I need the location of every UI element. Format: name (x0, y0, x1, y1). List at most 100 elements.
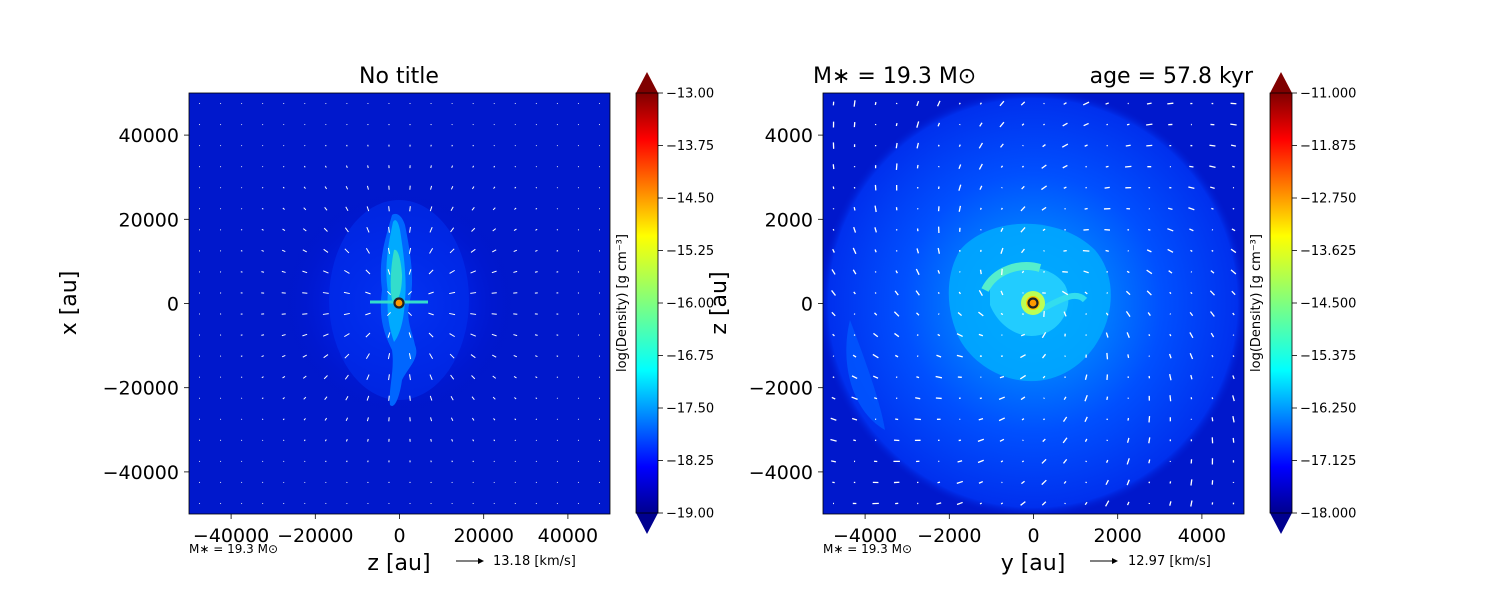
colorbar-left: −19.00 −18.25 −17.50 −16.75 −16.00 −15.25 −14.… (615, 72, 714, 534)
velocity-vectors-left (198, 102, 601, 505)
velocity-arrow (513, 354, 518, 358)
velocity-arrow (1105, 479, 1109, 486)
velocity-arrow (1190, 291, 1193, 295)
velocity-arrow (261, 249, 264, 252)
velocity-arrow (429, 353, 434, 359)
velocity-arrow (852, 354, 857, 358)
velocity-arrow (935, 375, 943, 379)
velocity-arrow (830, 417, 837, 421)
velocity-arrow (1021, 480, 1025, 485)
velocity-arrow (1061, 290, 1069, 296)
velocity-arrow (491, 333, 497, 337)
velocity-arrow (1084, 374, 1088, 380)
velocity-arrow (1082, 101, 1090, 106)
density-map-right (823, 93, 1244, 514)
velocity-arrow (958, 164, 962, 170)
velocity-arrow (491, 313, 497, 315)
velocity-arrow (894, 290, 899, 296)
velocity-arrow (979, 102, 982, 105)
colorbar-right-tick-label: −18.000 (1300, 507, 1356, 522)
velocity-arrow (198, 481, 201, 484)
velocity-arrow (219, 481, 222, 484)
velocity-arrow (1063, 480, 1067, 484)
velocity-arrow (302, 313, 308, 315)
velocity-arrow (1043, 271, 1045, 273)
velocity-arrow (977, 438, 985, 442)
velocity-arrow (409, 374, 411, 381)
velocity-arrow (470, 270, 476, 274)
velocity-arrow (916, 334, 919, 336)
velocity-arrow (428, 332, 434, 338)
velocity-arrow (999, 100, 1005, 107)
velocity-arrow (430, 185, 433, 190)
velocity-arrow (325, 460, 327, 463)
velocity-arrow (345, 185, 349, 190)
colorbar-left-tick-label: −14.50 (666, 192, 714, 207)
velocity-arrow (1147, 312, 1151, 316)
velocity-arrow (1106, 271, 1109, 273)
velocity-arrow (1232, 334, 1235, 336)
velocity-arrow (535, 144, 537, 147)
velocity-arrow (1230, 144, 1237, 147)
velocity-arrow (344, 269, 350, 274)
velocity-arrow (428, 269, 434, 275)
velocity-arrow (1062, 437, 1068, 444)
velocity-arrow (366, 395, 370, 401)
colorbar-right-label: log(Density) [g cm⁻³] (1249, 234, 1264, 372)
velocity-arrow (1169, 291, 1172, 295)
velocity-arrow (915, 397, 921, 400)
velocity-arrow (1021, 123, 1025, 126)
velocity-arrow (1085, 460, 1087, 463)
velocity-arrow (893, 311, 900, 317)
velocity-arrow (492, 396, 496, 400)
velocity-arrow (303, 418, 306, 421)
colorbar-right-extend-bottom (1270, 513, 1292, 534)
velocity-arrow (853, 291, 856, 295)
velocity-arrow (365, 353, 370, 359)
velocity-arrow (958, 291, 961, 295)
velocity-arrow (387, 332, 391, 338)
velocity-arrow (303, 165, 306, 168)
velocity-arrow (219, 144, 222, 147)
velocity-arrow (1169, 313, 1172, 315)
velocity-arrow (408, 247, 412, 254)
velocity-arrow (1126, 458, 1130, 465)
velocity-arrow (302, 354, 307, 358)
velocity-arrow (343, 312, 350, 316)
velocity-arrow (261, 376, 264, 379)
velocity-arrow (874, 271, 877, 273)
velocity-arrow (556, 123, 559, 126)
velocity-arrow (388, 374, 390, 381)
velocity-arrow (283, 165, 285, 168)
velocity-arrow (1020, 206, 1026, 212)
velocity-arrow (873, 332, 879, 338)
velocity-arrow (979, 269, 982, 275)
velocity-arrow (853, 206, 856, 211)
velocity-arrow (978, 311, 984, 317)
velocity-arrow (999, 375, 1005, 379)
velocity-arrow (513, 334, 518, 337)
velocity-arrow (1001, 186, 1003, 189)
velocity-arrow (1190, 249, 1193, 252)
velocity-arrow (261, 207, 264, 210)
velocity-arrow (1020, 501, 1026, 506)
colorbar-left-label: log(Density) [g cm⁻³] (615, 234, 630, 372)
velocity-arrow (408, 290, 413, 295)
velocity-arrow (1000, 143, 1004, 148)
velocity-arrow (937, 269, 941, 274)
colorbar-right-tick-label: −16.250 (1300, 402, 1356, 417)
velocity-arrow (1230, 248, 1237, 254)
velocity-arrow (556, 229, 559, 231)
velocity-arrow (429, 395, 433, 401)
velocity-arrow (409, 206, 411, 212)
y-axis-label-right: z [au] (707, 271, 732, 334)
velocity-arrow (493, 165, 496, 168)
velocity-arrow (999, 121, 1005, 128)
velocity-arrow (365, 248, 370, 254)
velocity-arrow (1209, 165, 1216, 168)
left-ytick-label: 40000 (119, 125, 179, 147)
velocity-arrow (1148, 459, 1151, 464)
velocity-arrow (261, 418, 264, 420)
velocity-arrow (1146, 123, 1153, 126)
colorbar-right-tick-label: −11.000 (1300, 87, 1356, 102)
